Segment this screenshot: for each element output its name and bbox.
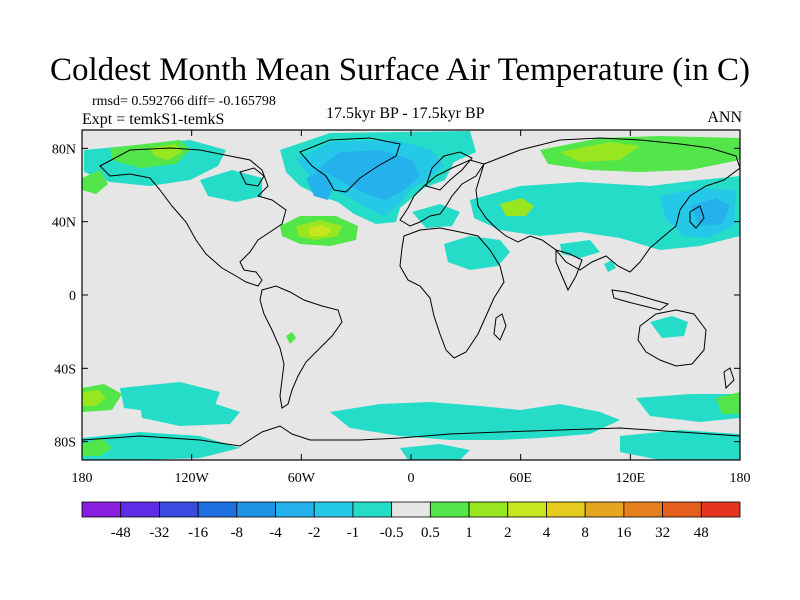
kamchatka-warm-anomaly — [82, 170, 108, 194]
colorbar-swatch — [662, 501, 702, 518]
colorbar-swatch — [81, 501, 122, 518]
colorbar-swatch — [275, 501, 315, 518]
season-text: ANN — [707, 109, 742, 126]
scandinavia-coast — [425, 151, 473, 191]
y-tick-label: 40S — [54, 362, 76, 377]
y-tick-label: 0 — [69, 289, 76, 304]
southern-ocean-cold-belt-west2 — [140, 402, 240, 426]
x-axis-ticks: 180 120W 60W 0 60E 120E 180 — [72, 130, 751, 486]
siberia-warm-core — [560, 142, 640, 162]
colorbar-swatch — [584, 501, 625, 518]
colorbar-swatch — [197, 501, 238, 518]
antarctica-east-cold-anomaly — [620, 430, 740, 460]
anomaly-fields — [82, 131, 740, 460]
colorbar-swatch — [236, 501, 276, 518]
antarctica-coast — [82, 425, 740, 447]
colorbar-label: 48 — [694, 525, 709, 541]
colorbar-label: 0.5 — [421, 525, 440, 541]
period-text: 17.5kyr BP - 17.5kyr BP — [326, 105, 485, 122]
colorbar-label: -0.5 — [380, 525, 404, 541]
colorbar-swatch — [507, 501, 547, 518]
colorbar-swatch — [159, 501, 199, 518]
africa-coast — [399, 227, 505, 359]
colorbar-swatch — [468, 501, 509, 518]
colorbar-swatch — [429, 501, 470, 518]
greenland-coast — [299, 137, 401, 193]
new-zealand — [723, 367, 735, 390]
australia-coast — [637, 309, 707, 367]
colorbar-label: 8 — [581, 525, 589, 541]
canada-cold-anomaly — [200, 170, 262, 202]
east-asia-coldest-core — [690, 198, 730, 226]
colorbar-swatch — [352, 501, 393, 518]
colorbar-label: -8 — [231, 525, 244, 541]
y-tick-label: 40N — [52, 216, 76, 231]
colorbar-label: 16 — [616, 525, 632, 541]
map-title: Coldest Month Mean Surface Air Temperatu… — [50, 52, 750, 88]
madagascar — [493, 313, 507, 341]
antarctica-cold-anomaly — [82, 432, 240, 460]
indonesia-cold-dot — [604, 260, 616, 272]
greenland-coldest-core — [318, 150, 420, 200]
x-tick-label: 120W — [175, 471, 210, 486]
colorbar-label: -16 — [188, 525, 208, 541]
europe-cold-anomaly — [412, 204, 460, 228]
colorbar-swatch — [120, 501, 160, 518]
colorbar-swatch — [700, 501, 741, 518]
south-pacific-warm-core — [82, 390, 106, 406]
colorbar-label: -4 — [269, 525, 282, 541]
colorbar-label: 1 — [465, 525, 473, 541]
south-indian-warm-anomaly — [716, 392, 740, 414]
colorbar-label: -1 — [347, 525, 360, 541]
antarctica-warm-anomaly — [82, 438, 112, 456]
southern-ocean-cold-belt-east — [636, 394, 740, 422]
hudson-bay — [239, 167, 265, 187]
asia-coast — [475, 137, 740, 273]
colorbar — [81, 501, 741, 518]
north-america-coast — [99, 147, 287, 287]
colorbar-swatch — [546, 501, 586, 518]
indonesia — [611, 289, 670, 311]
experiment-text: Expt = temkS1-temkS — [82, 111, 225, 128]
colorbar-label: -48 — [111, 525, 131, 541]
amazon-warm-dot — [286, 332, 296, 344]
coastlines — [82, 137, 740, 447]
x-tick-label: 60E — [509, 471, 532, 486]
y-tick-label: 80N — [52, 142, 76, 157]
colorbar-label: 32 — [655, 525, 670, 541]
x-tick-label: 180 — [730, 471, 751, 486]
y-axis-ticks: 80N 40N 0 40S 80S — [52, 142, 740, 451]
colorbar-label: 4 — [543, 525, 551, 541]
south-america-coast — [259, 285, 343, 409]
y-tick-label: 80S — [54, 436, 76, 451]
japan — [689, 205, 705, 229]
x-tick-label: 120E — [616, 471, 646, 486]
europe-coast — [399, 159, 485, 227]
australia-cold-anomaly — [650, 316, 688, 338]
colorbar-label: 2 — [504, 525, 512, 541]
sahara-cold-anomaly — [444, 236, 510, 270]
colorbar-labels: -48 -32 -16 -8 -4 -2 -1 -0.5 0.5 1 2 4 8 16 32 48 — [111, 525, 709, 541]
stats-text: rmsd= 0.592766 diff= -0.165798 — [92, 94, 276, 109]
colorbar-swatch — [313, 501, 354, 518]
colorbar-label: -2 — [308, 525, 321, 541]
x-tick-label: 180 — [72, 471, 93, 486]
colorbar-swatch — [623, 501, 663, 518]
colorbar-label: -32 — [149, 525, 169, 541]
x-tick-label: 60W — [288, 471, 316, 486]
mid-atlantic-hot-core — [308, 225, 332, 236]
colorbar-swatch — [391, 501, 431, 518]
weddell-cold-anomaly — [400, 444, 470, 460]
caspian-warm-anomaly — [500, 198, 534, 216]
india-coast — [555, 249, 583, 292]
x-tick-label: 0 — [408, 471, 415, 486]
